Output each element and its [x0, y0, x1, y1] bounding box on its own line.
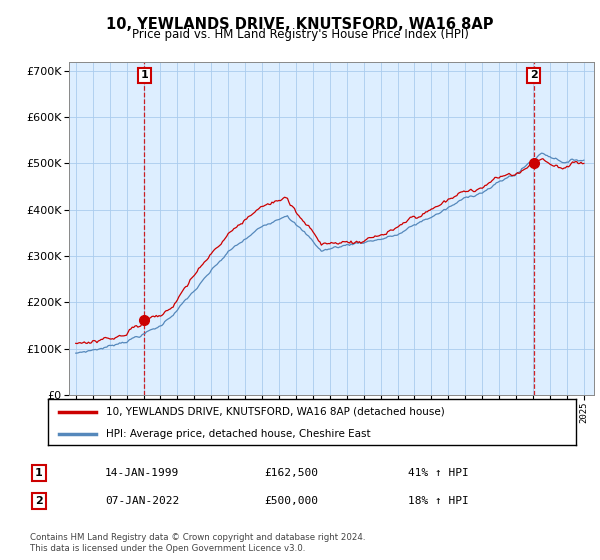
Text: 1: 1 [35, 468, 43, 478]
Text: 41% ↑ HPI: 41% ↑ HPI [408, 468, 469, 478]
Text: Contains HM Land Registry data © Crown copyright and database right 2024.
This d: Contains HM Land Registry data © Crown c… [30, 533, 365, 553]
Text: HPI: Average price, detached house, Cheshire East: HPI: Average price, detached house, Ches… [106, 429, 371, 438]
Text: £500,000: £500,000 [264, 496, 318, 506]
Text: 18% ↑ HPI: 18% ↑ HPI [408, 496, 469, 506]
Text: Price paid vs. HM Land Registry's House Price Index (HPI): Price paid vs. HM Land Registry's House … [131, 28, 469, 41]
Text: 2: 2 [530, 71, 538, 81]
Text: 07-JAN-2022: 07-JAN-2022 [105, 496, 179, 506]
Text: 14-JAN-1999: 14-JAN-1999 [105, 468, 179, 478]
Text: 10, YEWLANDS DRIVE, KNUTSFORD, WA16 8AP: 10, YEWLANDS DRIVE, KNUTSFORD, WA16 8AP [106, 17, 494, 32]
Text: 10, YEWLANDS DRIVE, KNUTSFORD, WA16 8AP (detached house): 10, YEWLANDS DRIVE, KNUTSFORD, WA16 8AP … [106, 407, 445, 417]
Text: £162,500: £162,500 [264, 468, 318, 478]
Text: 2: 2 [35, 496, 43, 506]
Text: 1: 1 [140, 71, 148, 81]
